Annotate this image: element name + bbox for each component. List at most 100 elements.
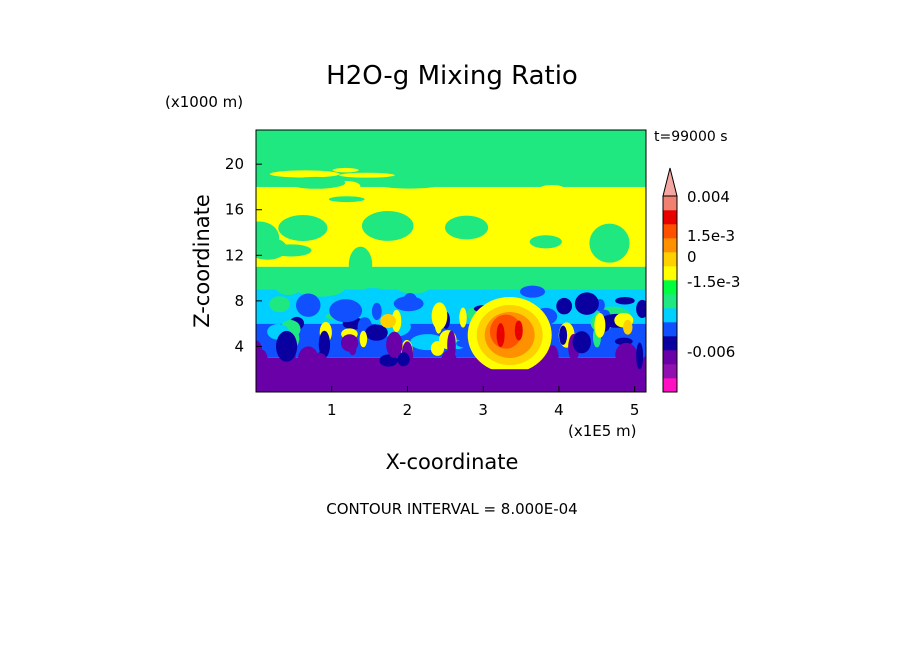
- x-tick-label: 4: [554, 401, 564, 419]
- colorbar-segment: [663, 280, 677, 295]
- field-patch: [391, 309, 402, 333]
- field-patch: [615, 296, 635, 305]
- field-patch: [403, 293, 417, 306]
- y-tick-label: 12: [225, 246, 244, 264]
- field-patch: [636, 342, 644, 370]
- field-patch: [379, 181, 440, 189]
- field-patch: [371, 302, 382, 321]
- colorbar-segment: [663, 252, 677, 267]
- field-patch: [574, 292, 599, 315]
- field-patch: [361, 210, 414, 241]
- field-patch: [328, 196, 365, 203]
- field-patch: [274, 274, 303, 296]
- field-patch: [296, 282, 344, 297]
- field-patch: [594, 312, 606, 338]
- field-patch: [296, 293, 321, 317]
- field-patch: [318, 330, 331, 358]
- field-patch: [432, 245, 466, 255]
- field-patch: [415, 152, 443, 162]
- field-patch: [546, 345, 559, 371]
- plot-frame: [255, 129, 647, 393]
- field-patch: [332, 167, 359, 173]
- field-patch: [269, 170, 340, 178]
- field-patch: [297, 346, 319, 374]
- field-band: [256, 369, 646, 392]
- field-patch: [459, 307, 467, 328]
- field-patch: [392, 270, 434, 294]
- field-patch: [623, 319, 633, 335]
- contour-interval-footer: CONTOUR INTERVAL = 8.000E-04: [326, 500, 577, 518]
- colorbar-extend-arrow: [662, 167, 678, 197]
- field-patch: [435, 194, 459, 202]
- colorbar-segment: [663, 308, 677, 323]
- field-patch: [256, 237, 288, 260]
- colorbar-label: 0.004: [687, 188, 730, 206]
- field-patch: [572, 331, 591, 354]
- field-patch: [269, 296, 291, 313]
- colorbar-segment: [663, 350, 677, 365]
- field-patch: [529, 235, 562, 249]
- field-patch: [608, 203, 646, 215]
- field-patch: [434, 307, 443, 334]
- field-patch: [359, 330, 368, 348]
- colorbar-segment: [663, 238, 677, 253]
- colorbar-segment: [663, 224, 677, 239]
- x-unit-label: (x1E5 m): [568, 422, 637, 440]
- y-unit-label: (x1000 m): [165, 93, 243, 111]
- field-patch: [642, 356, 646, 370]
- field-patch: [360, 288, 385, 297]
- y-axis-label: Z-coordinate: [190, 194, 214, 328]
- field-patch: [329, 299, 363, 323]
- colorbar: 0.004 1.5e-3 0 -1.5e-3 -0.006: [662, 167, 740, 393]
- field-patch: [444, 215, 489, 240]
- field-patch: [561, 205, 605, 213]
- field-patch: [276, 330, 298, 362]
- field-patch: [607, 217, 646, 227]
- field-patch: [504, 218, 532, 235]
- field-patch: [365, 324, 388, 341]
- y-tick-label: 16: [225, 201, 244, 219]
- field-patch: [636, 299, 646, 318]
- field-patch: [556, 297, 573, 315]
- x-tick-label: 5: [630, 401, 640, 419]
- plume-core: [496, 323, 505, 348]
- field-patch: [559, 325, 568, 345]
- plume-core: [514, 320, 523, 341]
- field-patch: [615, 342, 638, 367]
- colorbar-segment: [663, 364, 677, 379]
- x-axis-label: X-coordinate: [386, 450, 519, 474]
- field-patch: [397, 352, 410, 367]
- field-patch: [539, 185, 565, 192]
- colorbar-label: -1.5e-3: [687, 273, 740, 291]
- x-axis: 1 2 3 4 5: [327, 386, 639, 419]
- colorbar-label: 1.5e-3: [687, 227, 735, 245]
- x-tick-label: 1: [327, 401, 337, 419]
- chart-title: H2O-g Mixing Ratio: [326, 61, 578, 91]
- colorbar-segment: [663, 210, 677, 225]
- field-patch: [256, 193, 298, 208]
- field-patch: [287, 176, 346, 189]
- colorbar-segment: [663, 336, 677, 351]
- field-patch: [256, 213, 285, 224]
- x-tick-label: 3: [478, 401, 488, 419]
- contour-field: [256, 130, 646, 392]
- x-tick-label: 2: [403, 401, 413, 419]
- colorbar-segment: [663, 294, 677, 309]
- colorbar-segment: [663, 196, 677, 211]
- field-patch: [447, 330, 456, 361]
- y-tick-label: 8: [234, 292, 244, 310]
- colorbar-label: 0: [687, 248, 697, 266]
- colorbar-segment: [663, 322, 677, 337]
- field-patch: [430, 341, 445, 356]
- y-axis: 4 8 12 16 20: [225, 155, 262, 355]
- field-patch: [349, 344, 357, 356]
- field-patch: [599, 153, 646, 167]
- y-tick-label: 4: [234, 337, 244, 355]
- field-patch: [589, 223, 630, 263]
- colorbar-label: -0.006: [687, 343, 735, 361]
- field-patch: [386, 331, 403, 358]
- field-patch: [348, 246, 373, 284]
- colorbar-segment: [663, 266, 677, 281]
- field-patch: [278, 215, 328, 242]
